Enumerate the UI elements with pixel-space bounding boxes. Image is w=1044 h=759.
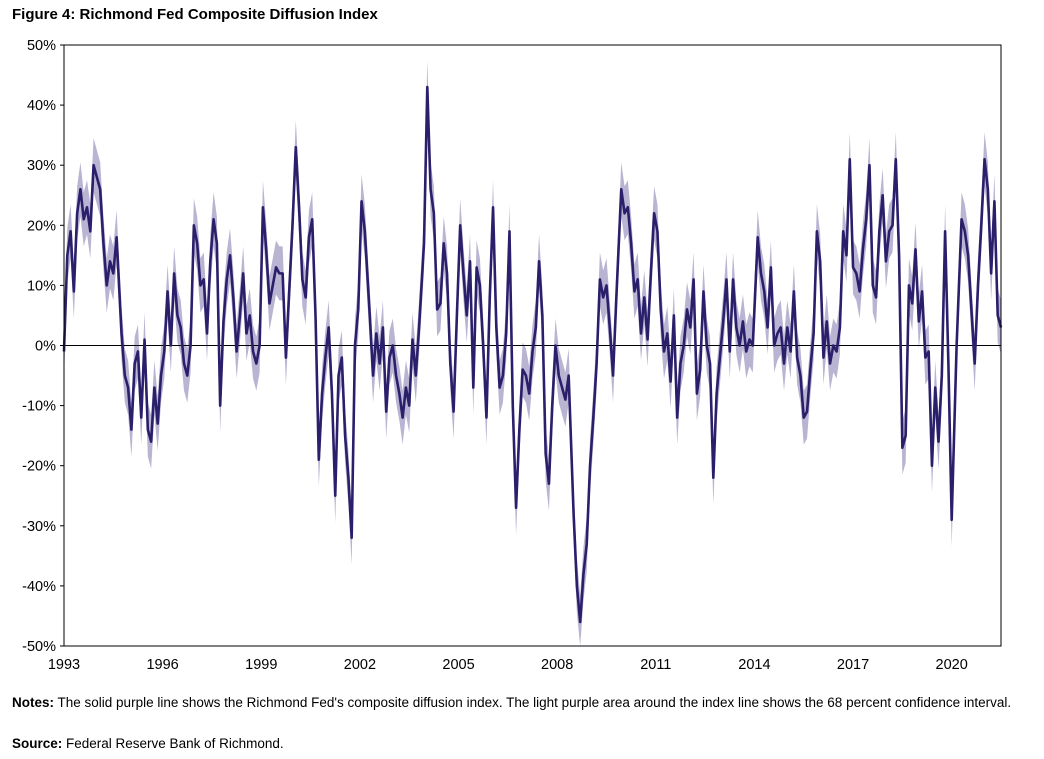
figure-title: Figure 4: Richmond Fed Composite Diffusi… <box>12 6 378 23</box>
y-axis: 50% 40% 30% 20% 10% 0% -10% -20% -30% -40% -50% <box>22 38 64 655</box>
y-tick-label: 30% <box>27 158 56 174</box>
y-tick-label: 0% <box>35 339 56 355</box>
x-tick-label: 2005 <box>442 657 474 673</box>
source-label: Source: <box>12 736 63 751</box>
x-tick-label: 1996 <box>146 657 178 673</box>
x-tick-label: 1999 <box>245 657 277 673</box>
y-tick-label: 20% <box>27 218 56 234</box>
y-tick-label: 50% <box>27 38 56 54</box>
figure-source: Source: Federal Reserve Bank of Richmond… <box>12 736 284 751</box>
x-tick-label: 2002 <box>344 657 376 673</box>
index-line <box>62 85 1003 624</box>
x-tick-label: 2017 <box>837 657 869 673</box>
x-axis: 1993 1996 1999 2002 2005 2008 2011 2014 2017 2020 <box>48 657 968 673</box>
y-tick-label: -10% <box>22 399 56 415</box>
y-tick-label: -40% <box>22 579 56 595</box>
notes-label: Notes: <box>12 695 55 710</box>
y-tick-label: -50% <box>22 639 56 655</box>
x-tick-label: 2020 <box>936 657 968 673</box>
y-tick-label: 10% <box>27 278 56 294</box>
y-tick-label: 40% <box>27 98 56 114</box>
y-tick-label: -20% <box>22 459 56 475</box>
chart: 50% 40% 30% 20% 10% 0% -10% -20% -30% -40% -50% 19… <box>22 38 1003 673</box>
y-tick-label: -30% <box>22 519 56 535</box>
source-text: Federal Reserve Bank of Richmond. <box>62 736 284 751</box>
x-tick-label: 1993 <box>48 657 80 673</box>
x-tick-label: 2014 <box>738 657 770 673</box>
x-tick-label: 2011 <box>640 657 671 673</box>
figure-notes: Notes: The solid purple line shows the R… <box>12 694 1027 712</box>
x-tick-label: 2008 <box>541 657 573 673</box>
notes-text: The solid purple line shows the Richmond… <box>54 695 1012 710</box>
